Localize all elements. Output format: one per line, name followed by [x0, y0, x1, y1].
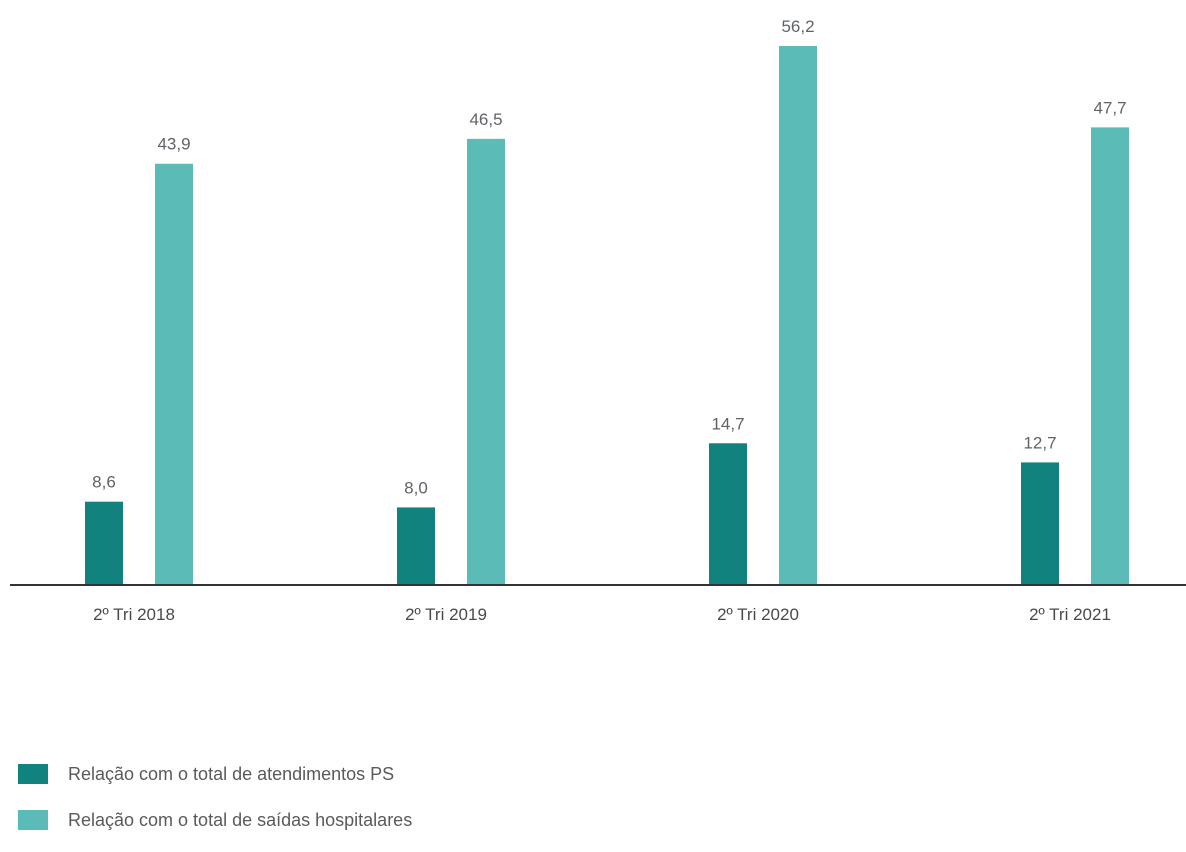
bars-group [85, 46, 1129, 585]
legend: Relação com o total de atendimentos PS R… [18, 760, 412, 852]
category-label-1: 2º Tri 2019 [405, 605, 487, 624]
legend-label-atendimentos: Relação com o total de atendimentos PS [68, 763, 395, 784]
bar-series0-1 [397, 507, 435, 584]
data-label-series1-1: 46,5 [469, 110, 502, 129]
data-label-series0-2: 14,7 [711, 414, 744, 433]
legend-swatch-atendimentos [18, 764, 48, 784]
category-label-3: 2º Tri 2021 [1029, 605, 1111, 624]
bar-series0-3 [1021, 462, 1059, 584]
bar-series1-1 [467, 138, 505, 584]
data-label-series0-3: 12,7 [1023, 433, 1056, 452]
data-label-series1-2: 56,2 [781, 17, 814, 36]
data-label-series0-1: 8,0 [404, 478, 428, 497]
bar-series0-2 [709, 443, 747, 584]
category-label-0: 2º Tri 2018 [93, 605, 175, 624]
data-label-series0-0: 8,6 [92, 473, 116, 492]
data-labels-group: 8,6 8,0 14,7 12,7 43,9 46,5 56,2 47,7 [92, 17, 1126, 497]
category-labels-group: 2º Tri 2018 2º Tri 2019 2º Tri 2020 2º Tri … [93, 605, 1111, 624]
bar-series1-0 [155, 163, 193, 585]
data-label-series1-3: 47,7 [1093, 98, 1126, 117]
bar-chart: 8,6 8,0 14,7 12,7 43,9 46,5 56,2 47,7 2º Tri 20… [10, 17, 1186, 624]
legend-swatch-saidas [18, 810, 48, 830]
legend-label-saidas: Relação com o total de saídas hospitalar… [68, 809, 413, 830]
bar-series0-0 [85, 501, 123, 584]
data-label-series1-0: 43,9 [157, 135, 190, 154]
legend-item-saidas: Relação com o total de saídas hospitalar… [18, 806, 412, 834]
legend-item-atendimentos: Relação com o total de atendimentos PS [18, 760, 412, 788]
category-label-2: 2º Tri 2020 [717, 605, 799, 624]
bar-series1-3 [1091, 127, 1129, 584]
bar-series1-2 [779, 46, 817, 584]
